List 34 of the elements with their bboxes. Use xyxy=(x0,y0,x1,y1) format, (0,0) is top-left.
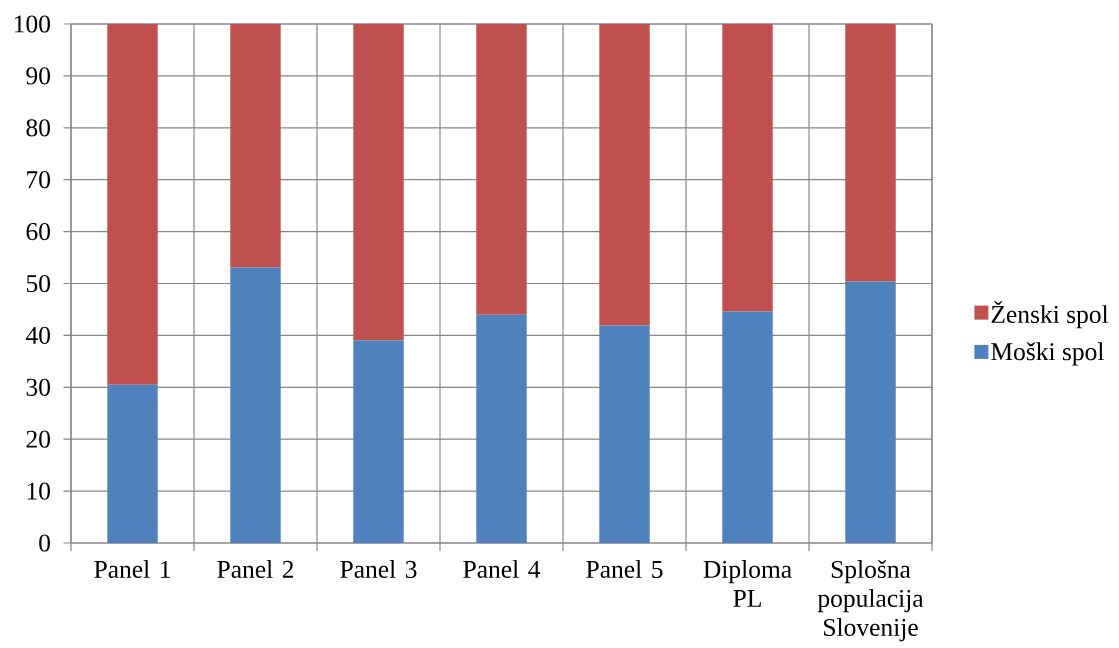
legend-label: Ženski spol xyxy=(991,300,1109,329)
x-tick-label: Diploma PL xyxy=(703,560,792,607)
bar xyxy=(107,24,158,385)
y-tick-label: 40 xyxy=(25,326,50,344)
x-tick-label: Panel 2 xyxy=(217,560,294,578)
x-tick-label: Panel 3 xyxy=(340,560,417,578)
x-tick-label: Splošna populacija Slovenije xyxy=(817,560,924,642)
bar xyxy=(845,281,896,543)
bar xyxy=(230,24,281,268)
x-tick-label: Panel 4 xyxy=(463,560,541,578)
y-tick-label: 80 xyxy=(26,119,50,137)
bar xyxy=(722,311,773,543)
bar xyxy=(353,24,404,341)
bar xyxy=(107,384,158,543)
bar xyxy=(722,24,773,312)
y-tick-label: 90 xyxy=(26,67,50,85)
y-tick-label: 70 xyxy=(27,171,50,189)
y-tick-label: 20 xyxy=(26,430,50,448)
bar xyxy=(845,24,896,282)
y-tick-label: 50 xyxy=(26,274,50,293)
y-tick-label: 60 xyxy=(26,223,50,241)
y-tick-label: 0 xyxy=(39,534,50,552)
bar xyxy=(230,267,281,543)
y-tick-label: 100 xyxy=(14,15,50,33)
legend-label: Moški spol xyxy=(991,342,1104,366)
y-tick-label: 30 xyxy=(26,378,50,396)
bar xyxy=(599,24,650,326)
bar xyxy=(599,325,650,543)
x-tick-label: Panel 1 xyxy=(94,560,170,578)
bar xyxy=(353,340,404,543)
bar xyxy=(476,24,527,315)
bar xyxy=(476,314,527,543)
x-tick-label: Panel 5 xyxy=(586,560,663,578)
y-tick-label: 10 xyxy=(27,482,50,500)
